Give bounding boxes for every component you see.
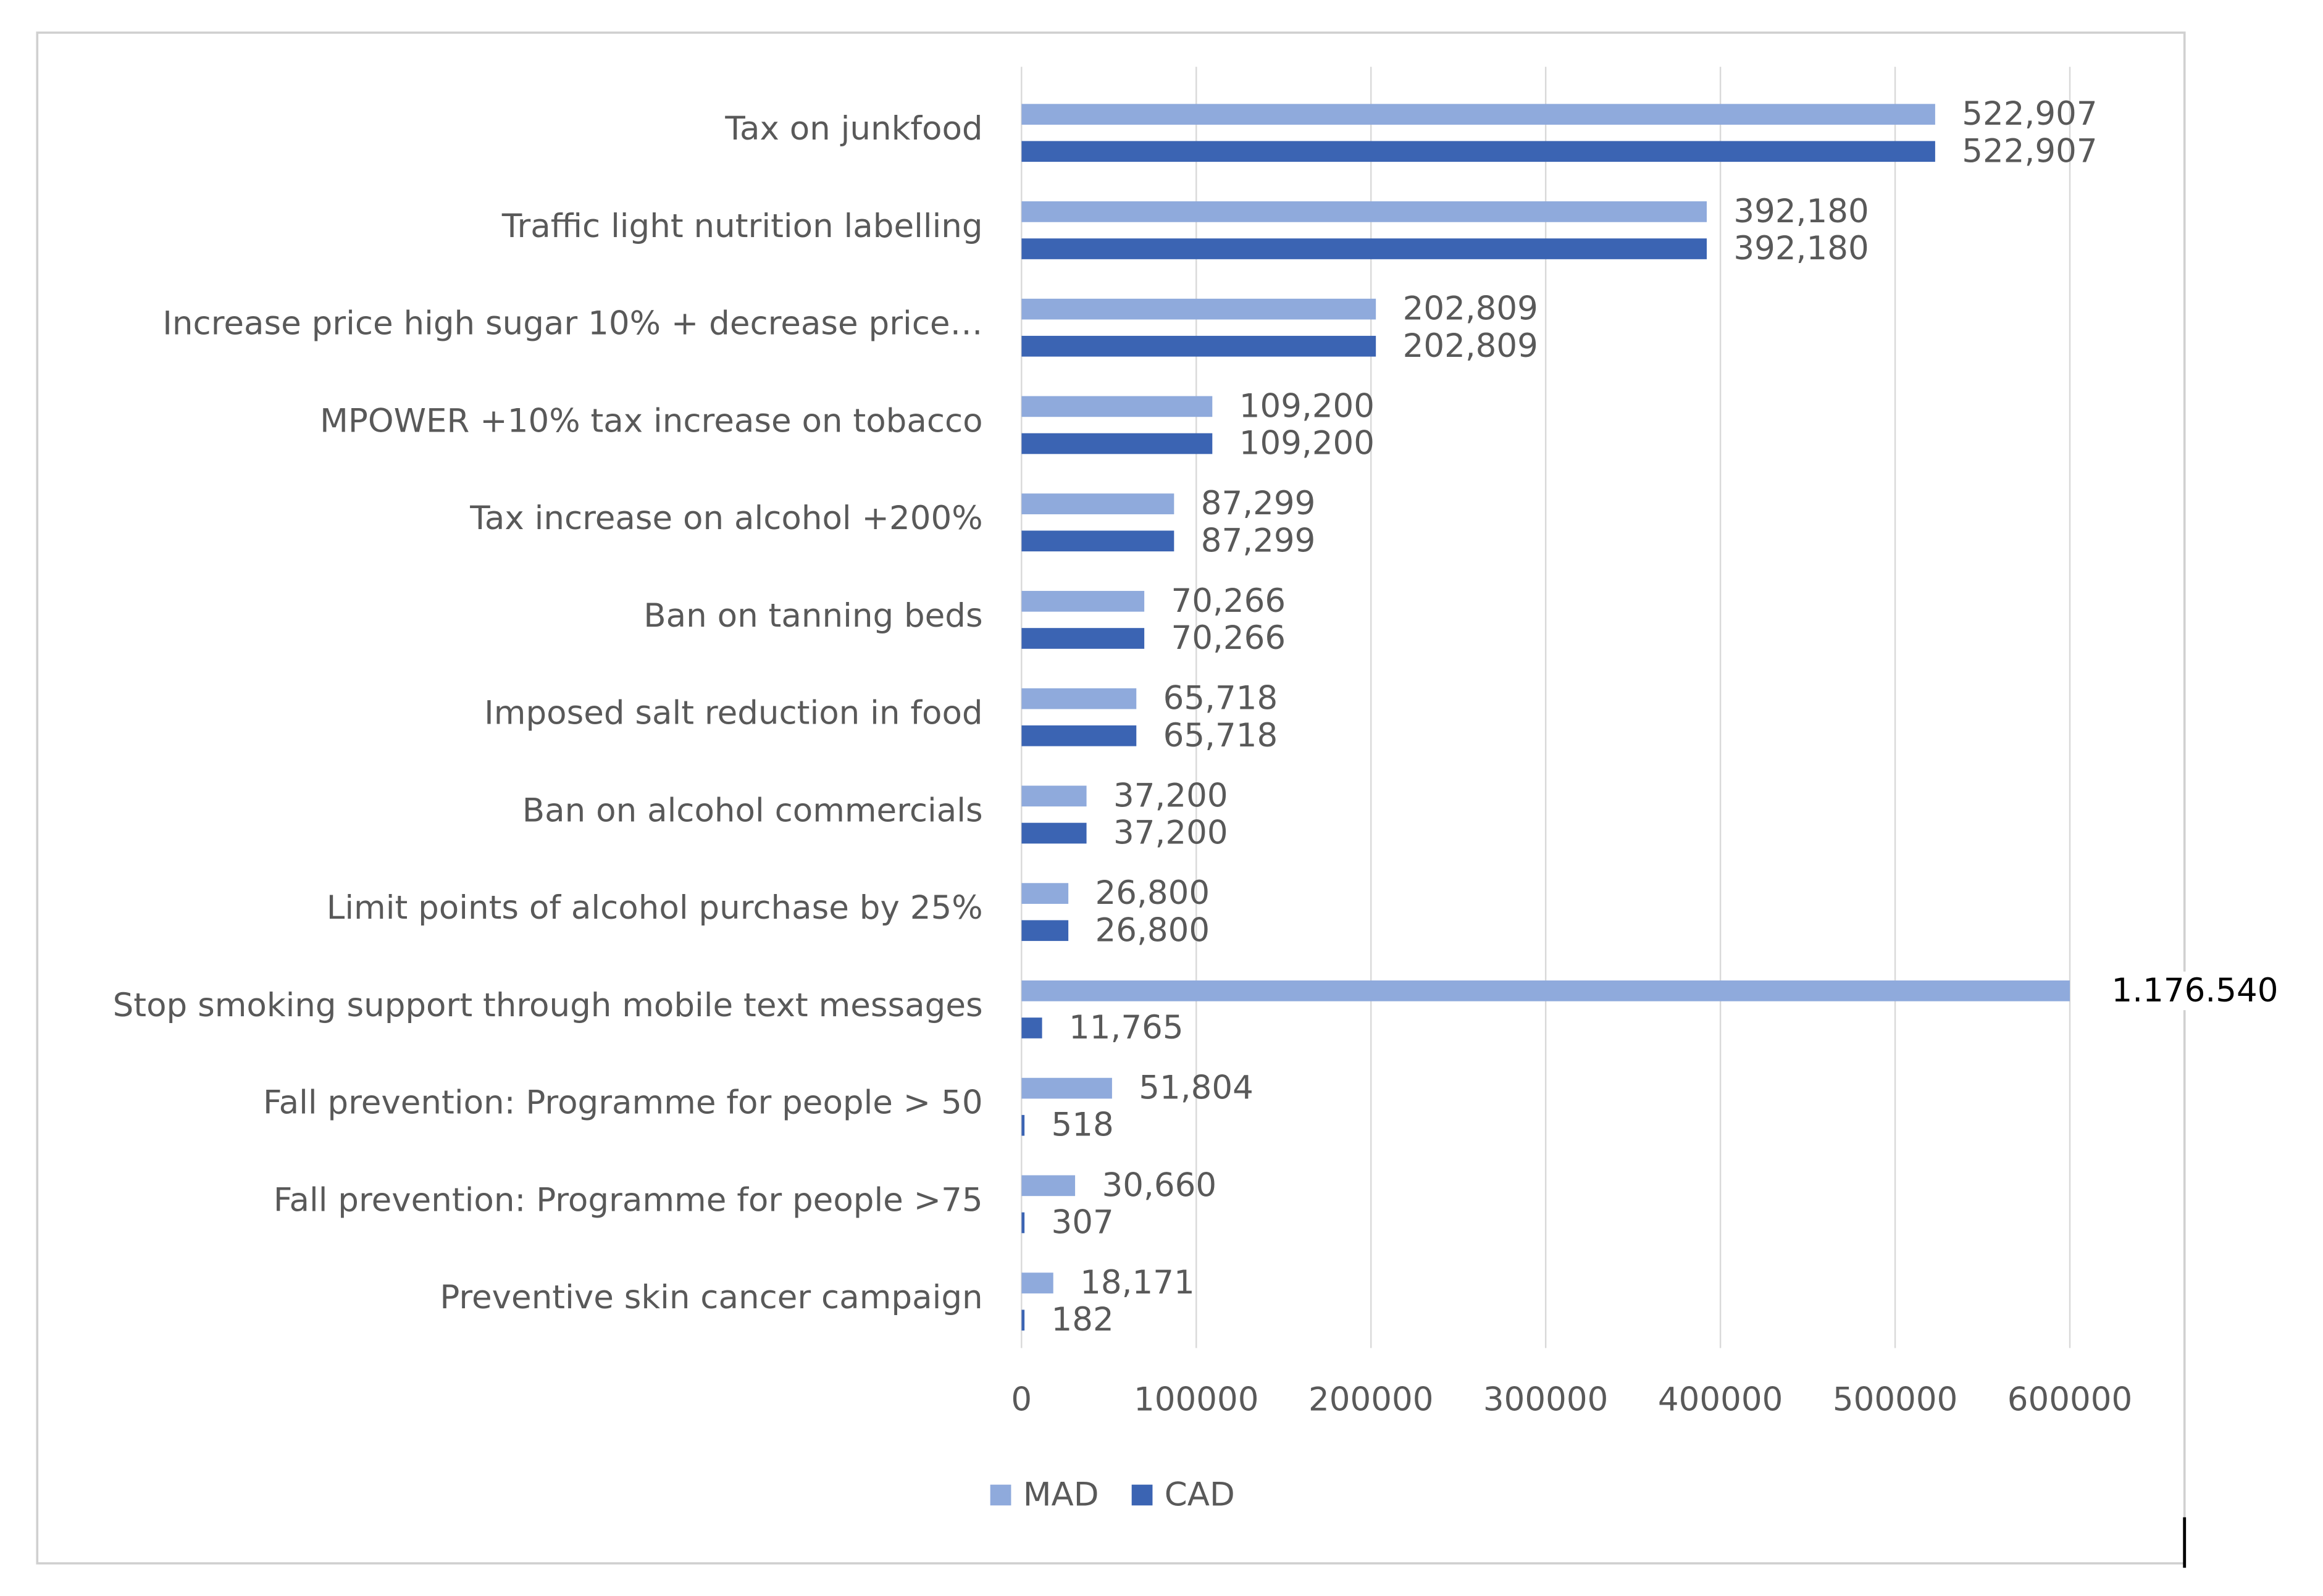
- bar: [1021, 1212, 1025, 1234]
- bar: [1021, 822, 1087, 844]
- bar: [1021, 141, 1935, 162]
- bar: [1021, 1077, 1112, 1099]
- value-label: 70,266: [1171, 619, 1286, 657]
- value-label: 202,809: [1403, 290, 1538, 328]
- bar: [1021, 725, 1137, 746]
- x-tick-label: 300000: [1483, 1381, 1608, 1419]
- bar: [1021, 883, 1069, 904]
- category-label: Ban on alcohol commercials: [522, 792, 983, 830]
- value-label: 182: [1052, 1301, 1114, 1339]
- value-label: 51,804: [1139, 1069, 1254, 1107]
- chart-border: [36, 31, 2186, 1565]
- value-label: 87,299: [1201, 522, 1316, 559]
- legend-swatch: [1131, 1484, 1153, 1506]
- bar: [1021, 1310, 1025, 1331]
- value-label: 26,800: [1095, 874, 1210, 912]
- x-tick-label: 500000: [1833, 1381, 1957, 1419]
- value-label: 522,907: [1962, 132, 2097, 170]
- bar: [1021, 1175, 1076, 1197]
- bars: [1021, 104, 2070, 1331]
- bar: [1021, 1114, 1025, 1136]
- bar: [1021, 493, 1174, 514]
- value-label: 18,171: [1080, 1264, 1195, 1301]
- value-label: 26,800: [1095, 911, 1210, 949]
- bar: [1021, 298, 1376, 320]
- x-tick-label: 400000: [1658, 1381, 1783, 1419]
- value-label: 87,299: [1201, 485, 1316, 522]
- value-label: 392,180: [1733, 193, 1869, 230]
- bar: [1021, 688, 1137, 709]
- value-label: 37,200: [1113, 814, 1228, 852]
- category-label: MPOWER +10% tax increase on tobacco: [320, 403, 983, 440]
- category-label: Tax increase on alcohol +200%: [469, 499, 982, 537]
- category-label: Limit points of alcohol purchase by 25%: [327, 889, 983, 927]
- legend-label: CAD: [1165, 1476, 1235, 1514]
- bar: [1021, 201, 1707, 222]
- category-label: Tax on junkfood: [724, 110, 982, 148]
- value-label: 37,200: [1113, 777, 1228, 814]
- bar: [1021, 335, 1376, 357]
- value-label: 392,180: [1733, 230, 1869, 267]
- category-label: Stop smoking support through mobile text…: [113, 987, 983, 1024]
- bar: [1021, 433, 1213, 454]
- bar: [1021, 1017, 1042, 1038]
- value-label: 1.176.540: [2112, 972, 2279, 1009]
- bar: [1021, 920, 1069, 942]
- value-label: 30,660: [1102, 1166, 1216, 1204]
- value-label: 109,200: [1239, 425, 1375, 462]
- category-label: Fall prevention: Programme for people > …: [263, 1084, 983, 1122]
- x-tick-label: 600000: [2007, 1381, 2132, 1419]
- value-label-background: [2099, 971, 2293, 1011]
- bar: [1021, 785, 1087, 807]
- value-label: 65,718: [1163, 717, 1278, 754]
- value-label: 70,266: [1171, 582, 1286, 620]
- x-tick-label: 0: [1011, 1381, 1032, 1419]
- value-label: 65,718: [1163, 680, 1278, 717]
- bar: [1021, 238, 1707, 259]
- value-label: 522,907: [1962, 95, 2097, 133]
- value-label: 11,765: [1069, 1009, 1184, 1047]
- labels: 0 100000 200000 300000 400000 500000 600000 Tax…: [113, 95, 2293, 1513]
- value-label: 307: [1052, 1204, 1114, 1242]
- value-label: 202,809: [1403, 327, 1538, 365]
- category-label: Fall prevention: Programme for people >7…: [274, 1181, 983, 1219]
- bar: [1021, 396, 1213, 417]
- x-tick-label: 200000: [1308, 1381, 1433, 1419]
- bar: [1021, 980, 2070, 1001]
- category-label: Preventive skin cancer campaign: [440, 1279, 982, 1316]
- legend-label: MAD: [1023, 1476, 1099, 1514]
- bar: [1021, 1272, 1053, 1293]
- category-label: Increase price high sugar 10% + decrease…: [162, 305, 982, 343]
- value-label: 518: [1052, 1106, 1114, 1144]
- x-tick-label: 100000: [1134, 1381, 1258, 1419]
- category-label: Ban on tanning beds: [643, 597, 982, 635]
- value-label: 109,200: [1239, 387, 1375, 425]
- category-label: Imposed salt reduction in food: [484, 695, 982, 732]
- bar: [1021, 104, 1935, 125]
- bar: [1021, 591, 1145, 612]
- category-label: Traffic light nutrition labelling: [501, 207, 983, 245]
- legend-swatch: [990, 1484, 1011, 1506]
- bar: [1021, 530, 1174, 552]
- bar: [1021, 628, 1145, 649]
